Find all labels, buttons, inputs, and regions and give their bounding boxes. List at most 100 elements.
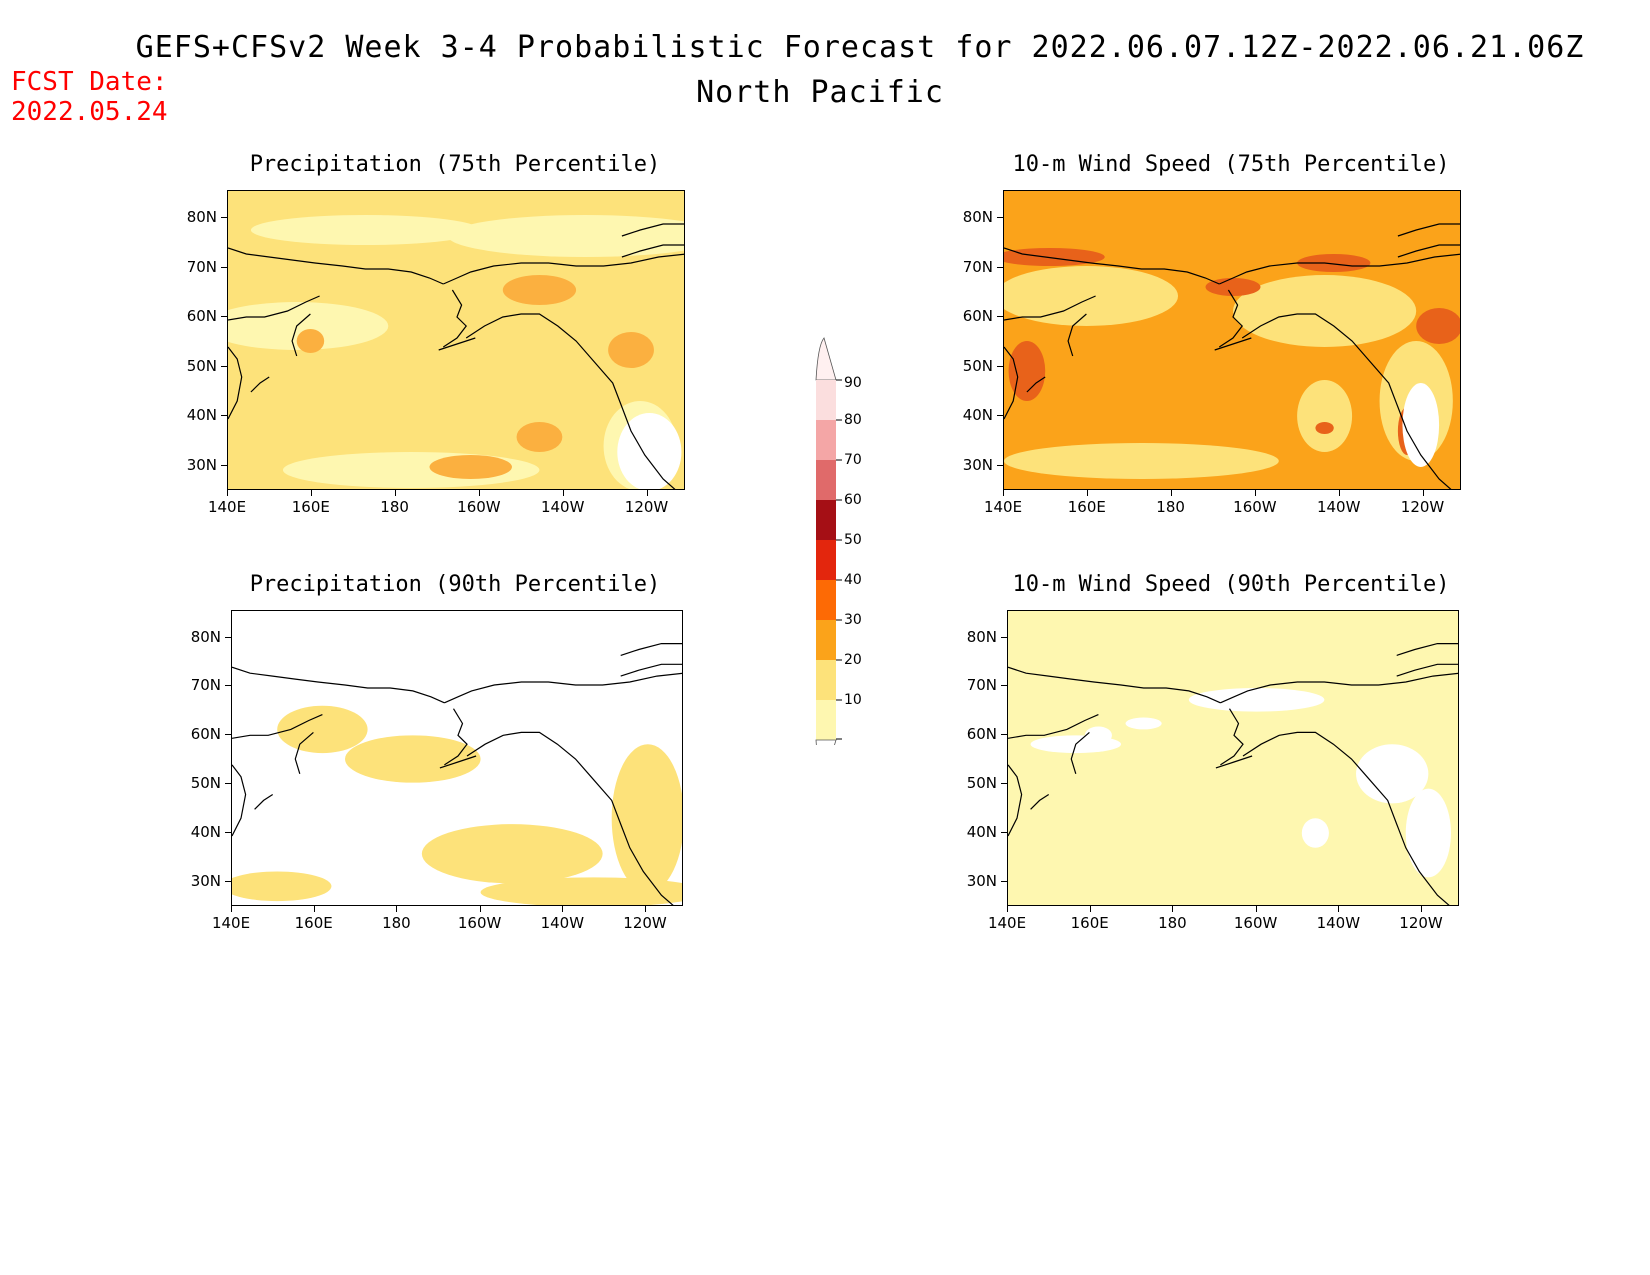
map-field-svg [232, 611, 682, 905]
colorbar-level-label: 90 [844, 375, 862, 391]
field-contour-secondary [421, 824, 603, 884]
colorbar: 90 80 70 60 50 40 30 20 10 [808, 335, 888, 781]
latitude-tick [997, 217, 1003, 218]
coastline [1218, 289, 1243, 348]
colorbar-segment [816, 540, 836, 580]
longitude-label: 120W [624, 498, 669, 516]
longitude-label: 160E [1067, 498, 1106, 516]
field-contour-secondary [250, 215, 480, 245]
longitude-label: 160W [1233, 914, 1278, 932]
colorbar-level-label: 40 [844, 572, 862, 588]
field-contour-secondary [228, 302, 389, 350]
colorbar-segment [816, 420, 836, 460]
map-field-svg [1008, 611, 1458, 905]
colorbar-segment [816, 660, 836, 700]
field-contour-low [1356, 744, 1429, 804]
longitude-label: 140W [1316, 498, 1361, 516]
coastline [621, 244, 684, 258]
latitude-label: 70N [966, 676, 997, 695]
coastline [1004, 295, 1096, 321]
longitude-tick [1007, 906, 1008, 912]
longitude-tick [396, 906, 398, 912]
latitude-label: 50N [190, 774, 221, 793]
latitude-tick [225, 880, 231, 882]
latitude-label: 30N [966, 871, 997, 890]
panel-title: Precipitation (75th Percentile) [249, 152, 661, 177]
field-contour-secondary [447, 215, 684, 257]
latitude-tick [997, 464, 1003, 466]
field-contour-secondary [611, 744, 682, 893]
coastline [1214, 337, 1252, 351]
longitude-label: 140E [211, 914, 251, 932]
longitude-tick [394, 490, 396, 496]
colorbar-segment [816, 700, 836, 740]
longitude-label: 140E [987, 914, 1027, 932]
field-contour-high [1008, 341, 1046, 401]
longitude-label: 140E [983, 498, 1023, 516]
coastline [1219, 253, 1460, 285]
field-contour-high [608, 332, 654, 368]
colorbar-level-label: 20 [844, 652, 862, 668]
panel-title: 10-m Wind Speed (90th Percentile) [1012, 572, 1450, 597]
coastline [1008, 714, 1099, 739]
colorbar-level-label: 50 [844, 532, 862, 548]
latitude-tick [221, 415, 227, 416]
panel-title: 10-m Wind Speed (75th Percentile) [1012, 152, 1450, 177]
field-background [1004, 191, 1460, 489]
latitude-label: 40N [190, 823, 221, 841]
coastline [620, 663, 682, 677]
latitude-tick [997, 316, 1003, 317]
latitude-tick [225, 832, 231, 833]
coastline [1397, 244, 1460, 258]
field-contour-low [1402, 383, 1440, 467]
coastline [228, 247, 444, 285]
latitude-label: 60N [190, 725, 221, 744]
forecast-date-value: 2022.05.24 [11, 97, 168, 127]
coastline [1220, 672, 1458, 704]
latitude-label: 30N [962, 455, 993, 474]
coastline [232, 714, 323, 739]
colorbar-bottom-cap [815, 739, 837, 781]
coastline [438, 337, 476, 351]
map-plot-area [227, 190, 685, 490]
map-plot-area [1003, 190, 1461, 490]
longitude-tick [231, 906, 232, 912]
latitude-label: 60N [966, 725, 997, 744]
coastline [620, 642, 682, 656]
coastline [1008, 666, 1221, 704]
field-contour-secondary [232, 871, 332, 902]
longitude-tick [645, 906, 647, 912]
coastline [1396, 642, 1458, 656]
longitude-tick [478, 490, 480, 496]
field-contour-high [1205, 278, 1261, 296]
colorbar-segment [816, 460, 836, 500]
coastline [1242, 731, 1450, 905]
coastline [250, 376, 270, 393]
field-contour-high [296, 329, 325, 353]
longitude-label: 120W [623, 914, 667, 932]
coastline [1004, 247, 1220, 285]
longitude-tick [1089, 906, 1091, 912]
field-contour-low [1405, 788, 1451, 878]
latitude-label: 80N [966, 627, 997, 646]
latitude-tick [997, 365, 1003, 367]
map-plot-area [231, 610, 683, 906]
field-contour-high [1416, 308, 1460, 344]
main-title: GEFS+CFSv2 Week 3-4 Probabilistic Foreca… [135, 30, 1585, 65]
field-contour-secondary [277, 705, 368, 754]
field-contour-secondary [1301, 818, 1329, 848]
map-plot-area [1007, 610, 1459, 906]
latitude-label: 40N [186, 406, 217, 424]
longitude-label: 180 [1158, 914, 1187, 932]
field-contour-secondary [1004, 443, 1279, 479]
coastline [228, 295, 320, 321]
longitude-label: 180 [382, 914, 411, 932]
longitude-tick [1003, 490, 1004, 496]
longitude-tick [1422, 490, 1424, 496]
longitude-tick [1338, 906, 1340, 912]
field-contour-high [1297, 254, 1371, 272]
latitude-tick [221, 266, 227, 268]
longitude-tick [479, 906, 481, 912]
latitude-label: 60N [186, 307, 217, 325]
field-contour-secondary [1125, 717, 1162, 730]
